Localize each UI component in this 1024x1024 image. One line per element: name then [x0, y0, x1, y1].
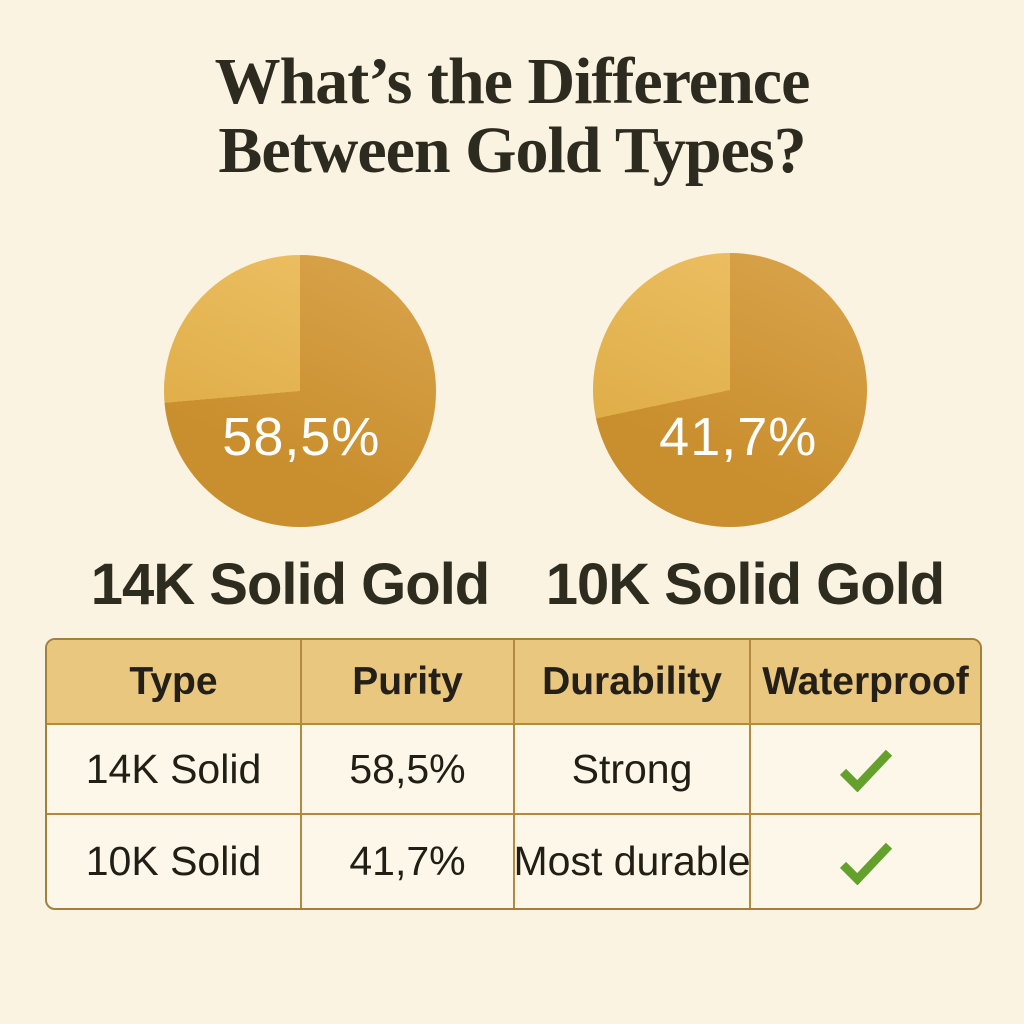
table-cell-type-14k: 14K Solid [47, 725, 302, 815]
table-header-type: Type [47, 640, 302, 725]
pie-percentage-label-10k: 41,7% [659, 406, 818, 467]
table-cell-type-10k: 10K Solid [47, 815, 302, 908]
page-title: What’s the Difference Between Gold Types… [0, 45, 1024, 187]
pie-chart-14k: 58,5% [164, 255, 436, 527]
table-header-purity: Purity [302, 640, 515, 725]
table-cell-purity-14k: 58,5% [302, 725, 515, 815]
checkmark-icon [839, 842, 892, 885]
table-cell-durability-10k: Most durable [514, 815, 751, 908]
table-header-durability: Durability [515, 640, 751, 725]
page-title-line1: What’s the Difference [214, 45, 811, 118]
table-cell-durability-14k: Strong [515, 725, 751, 815]
pie-caption-10k: 10K Solid Gold [545, 552, 946, 617]
comparison-table: Type Purity Durability Waterproof 14K So… [45, 638, 982, 910]
page-title-line2: Between Gold Types? [218, 113, 806, 187]
checkmark-icon [839, 749, 892, 792]
pie-chart-10k: 41,7% [593, 253, 867, 527]
pie-caption-14k: 14K Solid Gold [90, 552, 491, 617]
table-cell-purity-10k: 41,7% [302, 815, 515, 908]
table-header-waterproof: Waterproof [751, 640, 980, 725]
pie-percentage-label-14k: 58,5% [222, 407, 381, 468]
table-cell-waterproof-10k [751, 815, 980, 908]
table-cell-waterproof-14k [751, 725, 980, 815]
